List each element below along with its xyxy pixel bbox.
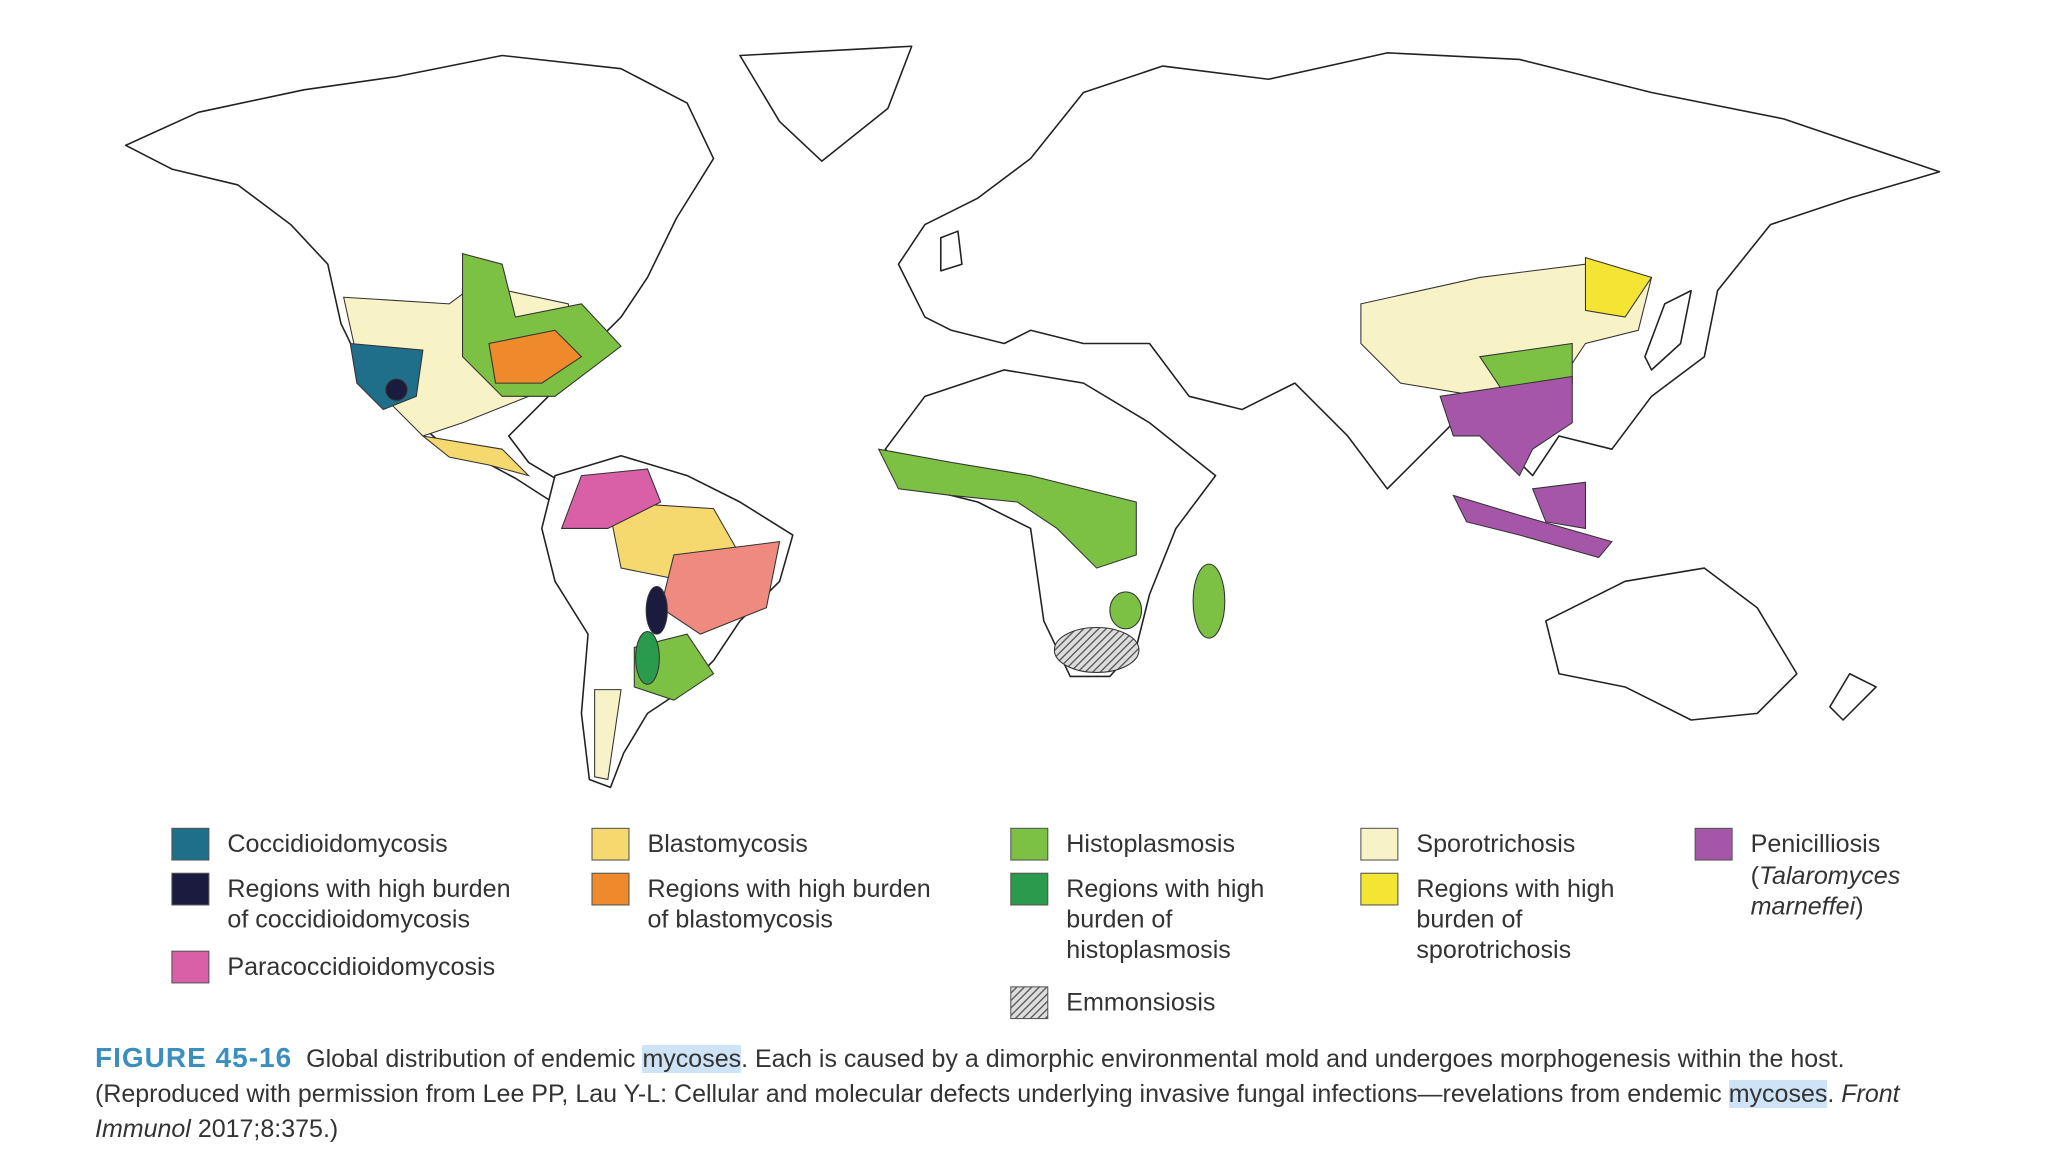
zone	[1531, 481, 1586, 530]
greenland	[739, 45, 913, 162]
zone	[1192, 563, 1226, 639]
legend-swatch	[591, 827, 630, 861]
caption-text: mycoses	[642, 1045, 742, 1073]
legend-label: burden of	[1066, 905, 1173, 933]
new-zealand	[1829, 672, 1877, 721]
legend-label: Coccidioidomycosis	[227, 830, 447, 858]
legend-label: burden of	[1416, 905, 1523, 933]
zone	[488, 329, 583, 384]
zone	[1053, 626, 1140, 673]
zone	[1360, 263, 1653, 397]
caption-text: 2017;8:375.)	[190, 1115, 339, 1143]
legend: Coccidioidomycosis Regions with high burd…	[171, 827, 1901, 1020]
legend-swatch	[171, 827, 210, 861]
legend-note-part: Talaromyces	[1759, 862, 1901, 890]
caption-text: Front Immunol	[95, 1080, 1900, 1143]
legend-swatch	[1010, 827, 1049, 861]
legend-swatch	[1010, 986, 1049, 1020]
legend-note-part: )	[1855, 892, 1863, 920]
zone	[1584, 256, 1653, 318]
legend-note: marneffei)	[1751, 892, 1864, 920]
north-america	[124, 54, 715, 503]
australia	[1545, 567, 1798, 721]
legend-label: histoplasmosis	[1066, 936, 1231, 964]
legend-swatch	[171, 872, 210, 906]
caption: FIGURE 45-16 Global distribution of endem…	[95, 1040, 1975, 1147]
legend-note-part: marneffei	[1751, 892, 1857, 920]
legend-label: Emmonsiosis	[1066, 989, 1215, 1017]
legend-label: Penicilliosis	[1751, 830, 1881, 858]
zone	[1452, 494, 1613, 559]
japan	[1644, 289, 1692, 371]
legend-swatch	[1694, 827, 1733, 861]
zone	[877, 448, 1137, 569]
legend-label: Regions with high burden	[227, 875, 510, 903]
legend-label: Regions with high	[1416, 875, 1614, 903]
caption-text: .	[1827, 1080, 1842, 1108]
legend-label: Histoplasmosis	[1066, 830, 1235, 858]
zone	[635, 630, 660, 685]
world-map	[124, 45, 1941, 789]
zone	[594, 689, 622, 781]
legend-label: of blastomycosis	[647, 905, 832, 933]
legend-label: Regions with high burden	[647, 875, 930, 903]
legend-swatch	[171, 950, 210, 984]
legend-label: Blastomycosis	[647, 830, 807, 858]
legend-swatch	[1360, 872, 1399, 906]
endemic-zones	[342, 252, 1653, 781]
legend-note-part: (	[1751, 862, 1760, 890]
caption-text: . Each is caused by a dimorphic environm…	[95, 1045, 1845, 1108]
zone	[560, 468, 662, 529]
zone	[1109, 591, 1143, 630]
legend-swatch	[1360, 827, 1399, 861]
legend-note: (Talaromyces	[1751, 862, 1901, 890]
legend-label: Sporotrichosis	[1416, 830, 1575, 858]
legend-label: sporotrichosis	[1416, 936, 1571, 964]
caption-text: mycoses	[1728, 1080, 1828, 1108]
legend-label: of coccidioidomycosis	[227, 905, 470, 933]
eurasia	[897, 52, 1941, 490]
uk	[939, 230, 963, 272]
legend-label: Paracoccidioidomycosis	[227, 953, 495, 981]
figure-label: FIGURE 45-16	[95, 1042, 293, 1073]
legend-label: Regions with high	[1066, 875, 1264, 903]
zone	[1439, 375, 1573, 477]
zone	[645, 586, 668, 635]
zone	[420, 435, 531, 477]
zone	[385, 378, 408, 401]
caption-text: Global distribution of endemic	[306, 1045, 643, 1073]
legend-swatch	[591, 872, 630, 906]
legend-swatch	[1010, 872, 1049, 906]
